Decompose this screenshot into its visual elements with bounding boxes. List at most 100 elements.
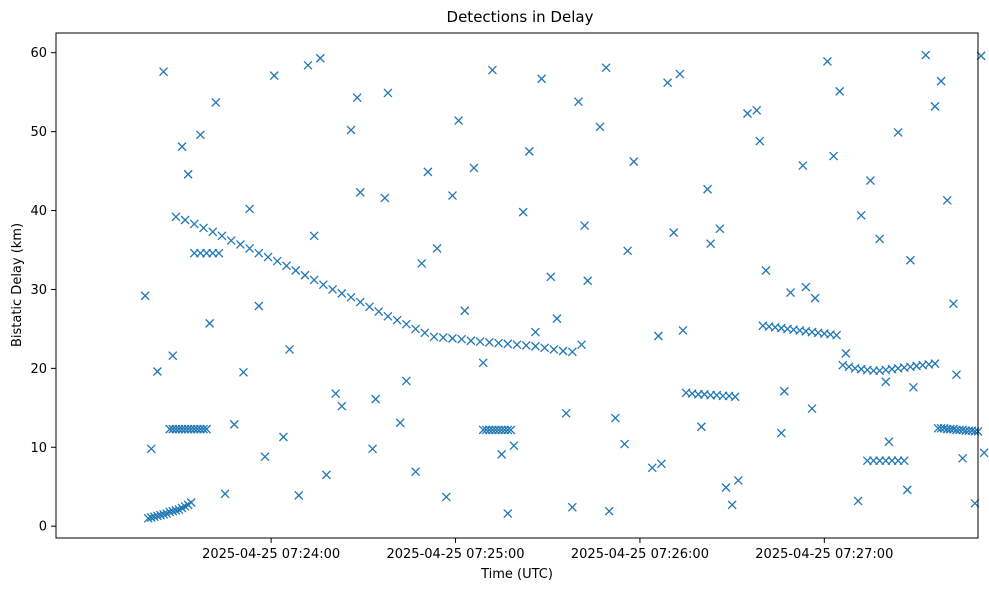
detection-point: [663, 78, 673, 88]
detection-point: [186, 498, 196, 507]
detection-point: [574, 97, 583, 107]
detection-point: [355, 297, 365, 307]
x-tick-label-3: 2025-04-25 07:27:00: [755, 547, 893, 562]
detection-point: [521, 341, 531, 350]
detection-point: [629, 157, 639, 167]
detection-point: [530, 327, 540, 337]
detection-point: [346, 125, 356, 135]
detection-point: [512, 340, 522, 350]
detection-point: [856, 210, 866, 220]
detection-point: [411, 467, 421, 477]
detection-point: [503, 339, 513, 349]
y-tick-label-4: 40: [30, 204, 47, 219]
detection-point: [706, 239, 716, 249]
detection-point: [220, 489, 230, 499]
detection-point: [509, 441, 519, 451]
detection-point: [899, 456, 909, 466]
detection-point: [930, 101, 940, 111]
detection-point: [438, 333, 448, 343]
detection-point: [429, 332, 439, 342]
detection-point: [300, 270, 310, 280]
detection-point: [235, 240, 245, 249]
detection-point: [417, 258, 427, 268]
detection-point: [380, 193, 390, 203]
detection-point: [478, 358, 488, 368]
detection-point: [448, 333, 457, 343]
detection-point: [272, 256, 282, 266]
detection-point: [703, 184, 713, 194]
detection-point: [715, 224, 725, 234]
detection-point: [171, 505, 181, 515]
detection-point: [226, 236, 236, 245]
scatter-markers: [140, 50, 989, 523]
plot-background: [56, 33, 978, 538]
detection-point: [727, 500, 737, 510]
plot-area: [55, 32, 989, 539]
detection-point: [315, 53, 325, 63]
detection-point: [952, 370, 961, 380]
detection-point: [282, 261, 291, 271]
y-axis-label: Bistatic Delay (km): [10, 223, 25, 347]
x-axis-label: Time (UTC): [480, 567, 553, 582]
detection-point: [432, 243, 442, 253]
detection-point: [328, 284, 338, 294]
detection-point: [902, 485, 912, 495]
detection-point: [484, 337, 494, 347]
detection-point: [893, 127, 903, 137]
detection-point: [171, 212, 181, 222]
detection-point: [337, 288, 347, 298]
detection-point: [291, 266, 301, 275]
y-tick-label-2: 20: [30, 362, 47, 377]
detection-point: [303, 60, 313, 70]
detection-point: [807, 404, 817, 414]
detection-point: [942, 195, 952, 205]
detection-point: [189, 219, 199, 229]
detection-point: [245, 204, 255, 214]
detection-point: [494, 338, 504, 348]
detection-point: [884, 437, 894, 447]
x-tick-label-1: 2025-04-25 07:25:00: [386, 547, 524, 562]
detection-point: [733, 475, 743, 485]
detection-point: [423, 167, 433, 177]
detection-point: [601, 63, 611, 73]
detection-point: [696, 422, 706, 432]
detection-point: [810, 293, 820, 303]
detection-point: [239, 367, 248, 377]
detection-point: [309, 275, 319, 285]
detection-point: [460, 306, 470, 316]
detection-point: [567, 502, 577, 512]
x-tick-label-2: 2025-04-25 07:26:00: [571, 547, 709, 562]
detection-point: [454, 116, 464, 126]
detection-point: [875, 234, 885, 244]
detection-point: [730, 392, 740, 402]
detection-point: [647, 463, 657, 473]
detection-point: [180, 215, 190, 225]
detection-point: [558, 346, 568, 356]
detection-point: [368, 444, 378, 454]
detection-point: [610, 413, 620, 423]
detection-point: [346, 292, 356, 302]
detection-point: [567, 347, 577, 357]
detection-point: [669, 228, 679, 238]
detection-point: [518, 207, 528, 217]
detection-point: [755, 136, 765, 146]
detection-point: [269, 71, 279, 81]
y-axis: 0 10 20 30 40 50 60: [30, 46, 56, 535]
detection-point: [420, 328, 430, 338]
detection-point: [537, 74, 547, 84]
detection-point: [604, 506, 614, 516]
detection-point: [786, 288, 795, 298]
y-tick-label-6: 60: [30, 46, 47, 61]
detection-point: [245, 243, 255, 253]
detection-point: [211, 97, 221, 107]
detection-point: [401, 319, 411, 329]
detection-point: [475, 337, 485, 346]
detection-point: [761, 266, 771, 275]
detection-point: [743, 109, 752, 118]
detection-point: [752, 105, 762, 115]
detection-point: [331, 389, 341, 399]
detection-point: [487, 65, 497, 75]
detection-point: [152, 367, 162, 376]
detection-point: [623, 246, 633, 256]
detection-point: [371, 394, 381, 404]
